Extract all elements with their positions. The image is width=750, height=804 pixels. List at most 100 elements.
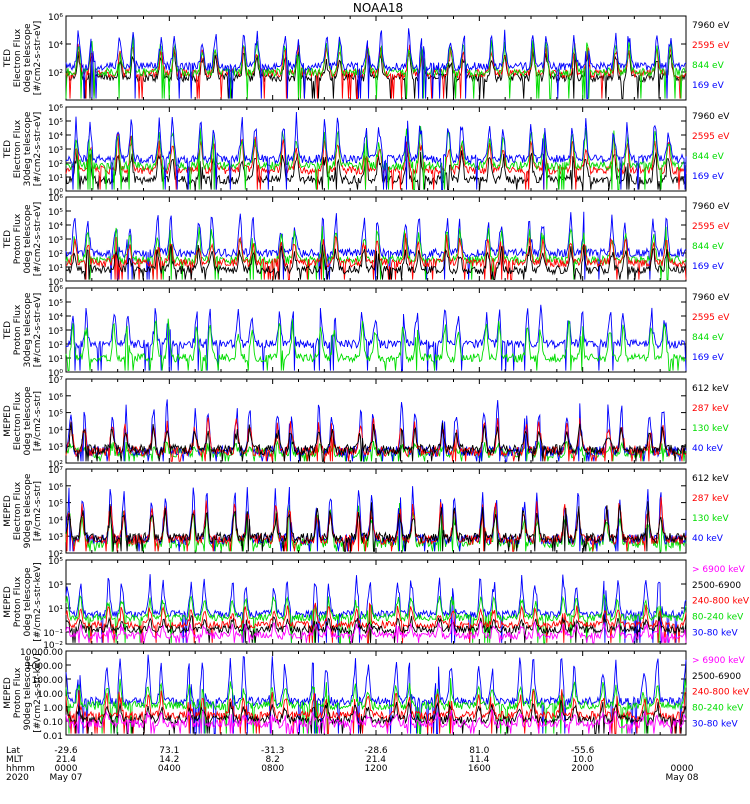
y-tick-label: 10² [48, 341, 63, 351]
panel-8: 0.01 0.10 1.00 10.00 100.00 1000.00 10000.00 ME… [3, 648, 750, 742]
y-tick-label: 10² [48, 460, 63, 470]
y-axis-label: Electron Flux [13, 119, 23, 178]
legend-entry: 844 eV [692, 152, 725, 162]
y-tick-label: 10⁴ [48, 516, 63, 526]
series-line [65, 594, 687, 644]
y-tick-label: 10⁶ [48, 285, 63, 295]
y-axis-label: 30deg telescope [23, 111, 33, 186]
y-axis-label: 30deg telescope [23, 292, 33, 367]
x-axis-value: -55.6 [571, 746, 595, 756]
y-tick-label: 10⁵ [48, 299, 63, 309]
y-tick-label: 10¹ [48, 174, 63, 184]
x-axis-value: 21.4 [56, 755, 76, 765]
legend-entry: 844 eV [692, 333, 725, 343]
y-tick-label: 10⁴ [48, 41, 63, 51]
y-tick-label: 10000.00 [20, 648, 63, 658]
y-axis-label: Electron Flux [13, 481, 23, 540]
series-line [65, 496, 687, 552]
y-tick-label: 10⁴ [48, 222, 63, 232]
legend-entry: 40 keV [692, 444, 724, 454]
y-axis-label: Electron Flux [13, 28, 23, 87]
x-axis-value: -28.6 [364, 746, 388, 756]
x-axis-value: 81.0 [469, 746, 489, 756]
x-row-label: hhmm [6, 764, 35, 774]
y-tick-label: 1000.00 [26, 662, 63, 672]
y-tick-label: 10³ [48, 236, 63, 246]
legend-entry: 130 keV [692, 514, 729, 524]
series-line [65, 28, 687, 100]
y-tick-label: 10³ [48, 327, 63, 337]
legend-entry: 30-80 keV [692, 628, 738, 638]
y-tick-label: 10³ [48, 533, 63, 543]
legend-entry: 240-800 keV [692, 688, 750, 698]
x-axis-value: 0400 [158, 764, 181, 774]
x-axis-value: -29.6 [54, 746, 78, 756]
panel-1: 10² 10⁴ 10⁶ TED Electron Flux 0deg telescope[… [3, 13, 730, 101]
series-line [65, 244, 687, 281]
y-tick-label: 10⁰ [48, 188, 63, 198]
series-line [65, 318, 686, 372]
panel-5: 10² 10³ 10⁴ 10⁵ 10⁶ 10⁷ MEPED Electron Flux 0deg… [3, 376, 729, 470]
y-tick-label: 10⁵ [48, 500, 63, 510]
panel-3: 10⁰ 10¹ 10² 10³ 10⁴ 10⁵ 10⁶ TED Proton Flux 0deg … [3, 194, 730, 288]
y-axis-label: 0deg telescope [23, 23, 33, 93]
x-axis-value: 0800 [261, 764, 284, 774]
y-axis-label: TED [3, 321, 13, 340]
legend-entry: 2595 eV [692, 313, 730, 323]
legend-entry: 40 keV [692, 534, 724, 544]
chart-title: NOAA18 [353, 1, 403, 15]
y-tick-label: 10⁷ [48, 376, 63, 386]
legend-entry: 30-80 keV [692, 719, 738, 729]
legend-entry: 7960 eV [692, 21, 730, 31]
x-axis-value: 8.2 [266, 755, 280, 765]
legend-entry: 169 eV [692, 172, 725, 182]
series-line [65, 602, 687, 644]
legend-entry: 612 keV [692, 474, 729, 484]
y-axis-label: 0deg telescope [23, 567, 33, 637]
legend-entry: 844 eV [692, 61, 725, 71]
legend-entry: 240-800 keV [692, 597, 750, 607]
panel-4: 10⁰ 10¹ 10² 10³ 10⁴ 10⁵ 10⁶ TED Proton Flux 30deg… [3, 285, 730, 379]
y-axis-label: 90deg telescope [23, 655, 33, 730]
y-axis-label: TED [3, 230, 13, 249]
x-axis-value: 0000 [671, 764, 694, 774]
legend-entry: > 6900 keV [692, 656, 746, 666]
legend-entry: 2500-6900 [692, 672, 741, 682]
y-tick-label: 10⁴ [48, 132, 63, 142]
series-line [65, 438, 687, 462]
series-line [65, 699, 687, 735]
y-axis-label: [#/cm2-s-str-eV] [33, 293, 43, 368]
series-line [65, 150, 687, 191]
y-axis-label: Proton Flux [13, 667, 23, 718]
x-axis-value: 2000 [571, 764, 594, 774]
panel-7: 10⁻² 10⁻¹ 10¹ 10³ 10⁵ MEPED Proton Flux 0deg te… [3, 557, 750, 651]
x-axis-value: 14.2 [159, 755, 179, 765]
panel-frame [65, 287, 687, 373]
series-line [65, 614, 687, 643]
y-tick-label: 10.00 [37, 690, 63, 700]
y-tick-label: 10³ [48, 443, 63, 453]
y-tick-label: 10³ [48, 581, 63, 591]
series-line [65, 126, 687, 191]
y-tick-label: 10⁻¹ [43, 629, 63, 639]
x-row-label: Lat [6, 746, 21, 756]
y-axis-label: TED [3, 49, 13, 68]
series-line [65, 111, 687, 191]
y-axis-label: [#/cm2-s-str-eV] [33, 202, 43, 277]
y-axis-label: 0deg telescope [23, 204, 33, 274]
y-tick-label: 100.00 [32, 676, 64, 686]
y-tick-label: 0.10 [43, 718, 63, 728]
x-axis-value: 73.1 [159, 746, 179, 756]
legend-entry: > 6900 keV [692, 565, 746, 575]
y-tick-label: 10¹ [48, 355, 63, 365]
y-axis-label: MEPED [3, 677, 13, 709]
y-axis-label: [#/cm2-s-str] [33, 481, 43, 541]
legend-entry: 130 keV [692, 424, 729, 434]
legend-entry: 169 eV [692, 81, 725, 91]
y-axis-label: Proton Flux [13, 304, 23, 355]
legend-entry: 7960 eV [692, 202, 730, 212]
x-axis-value: May 08 [666, 773, 699, 783]
y-tick-label: 10⁷ [48, 466, 63, 476]
y-axis-label: Proton Flux [13, 576, 23, 627]
